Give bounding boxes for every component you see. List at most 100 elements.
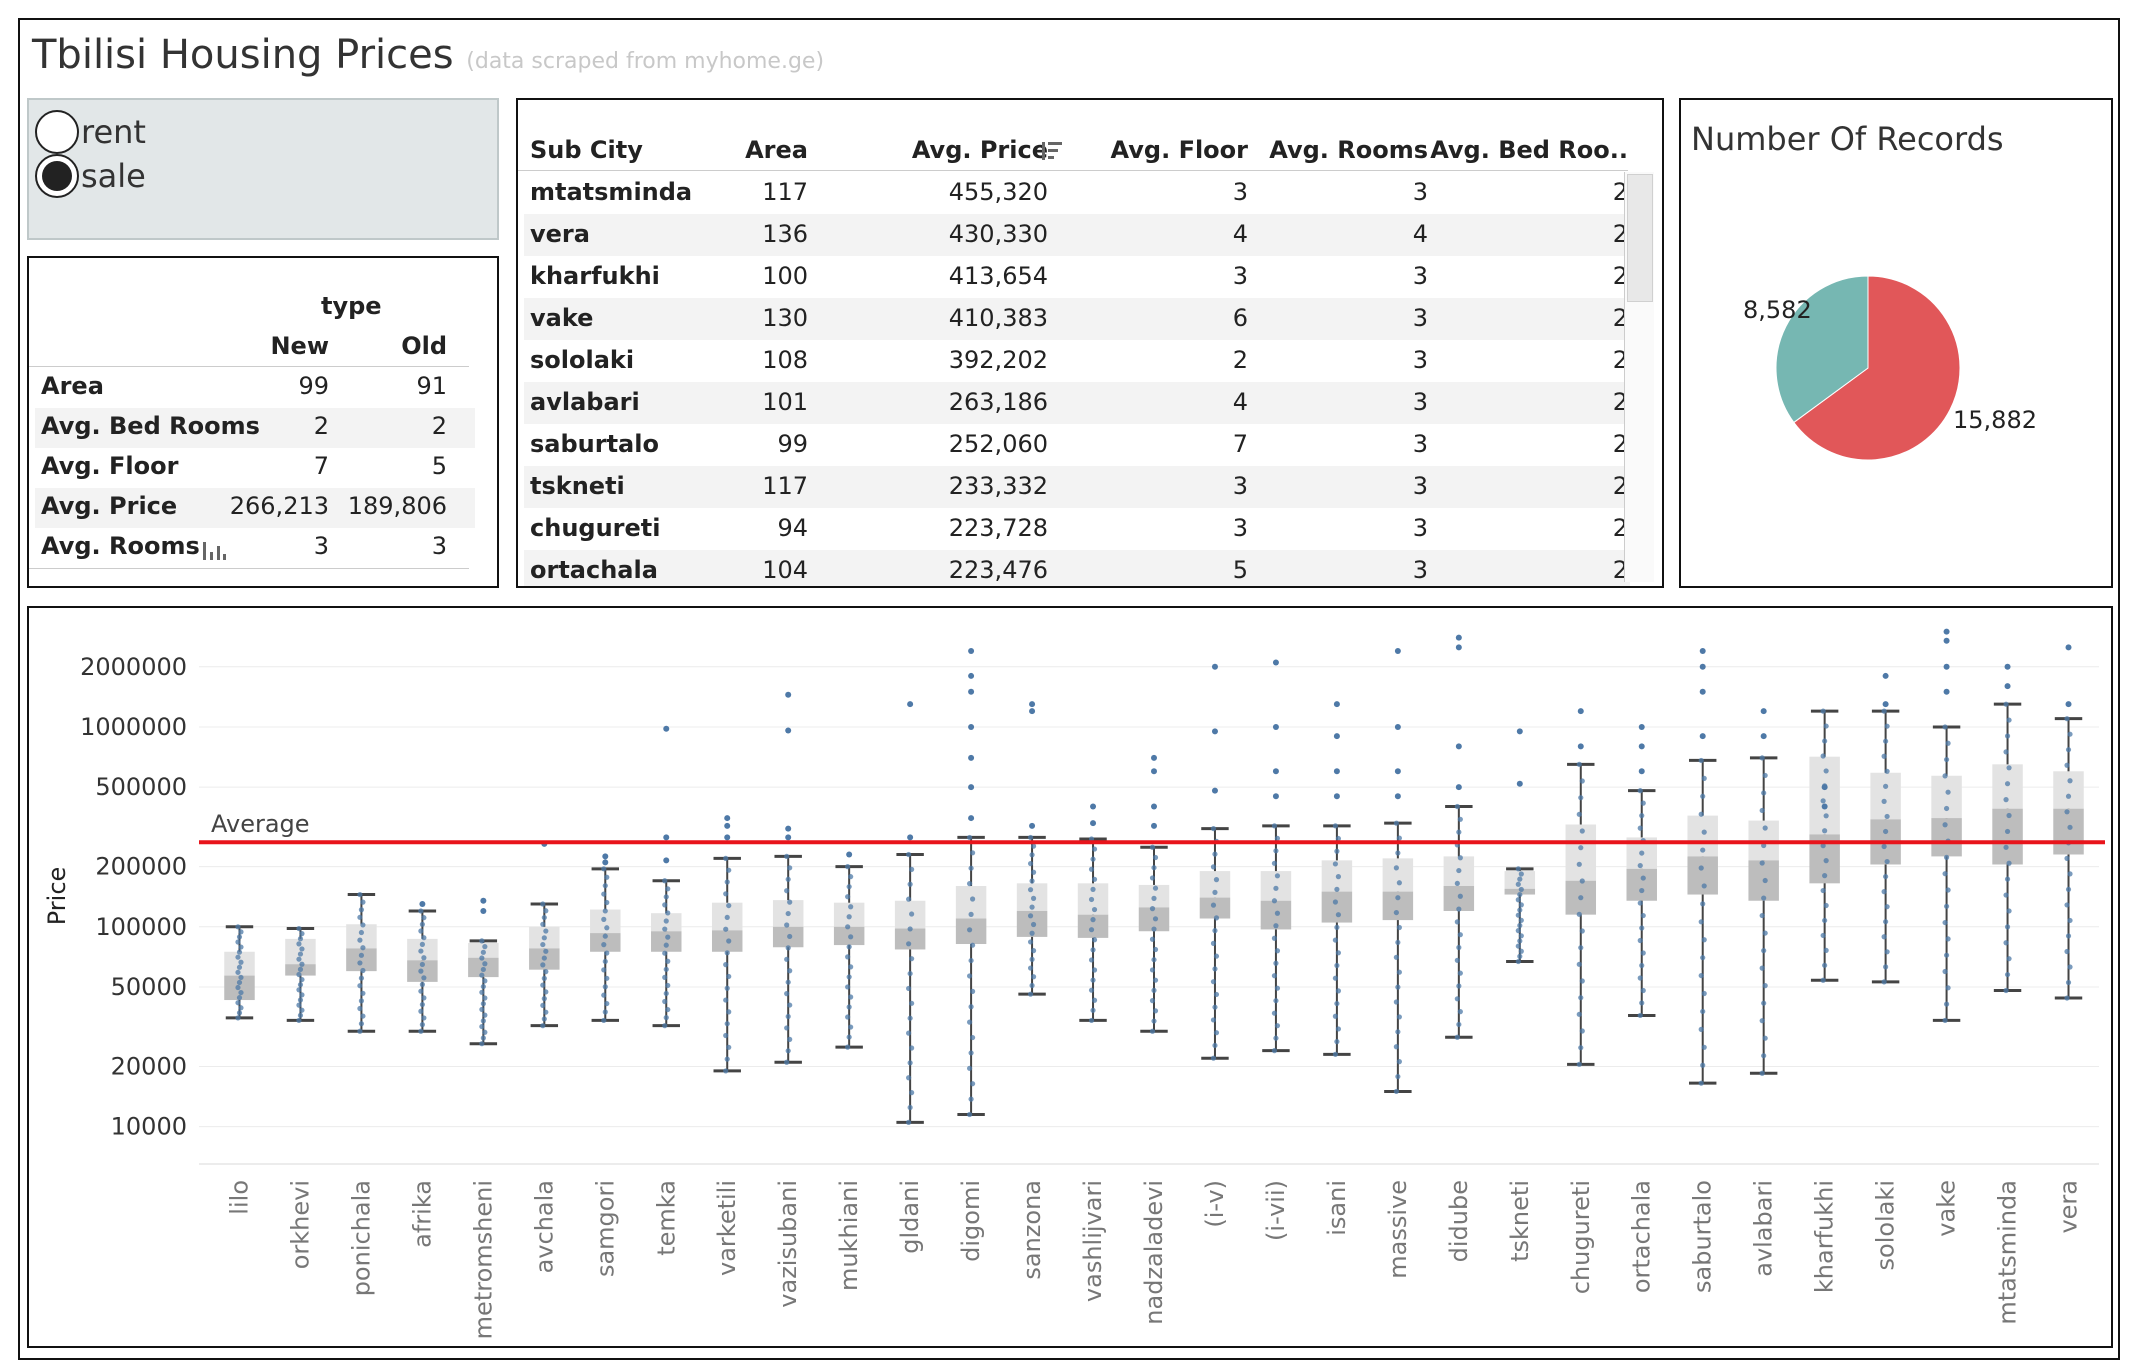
data-point[interactable]: [907, 1015, 913, 1021]
data-point[interactable]: [1701, 937, 1707, 943]
data-point[interactable]: [1881, 934, 1887, 940]
data-point[interactable]: [602, 984, 608, 990]
outlier-point[interactable]: [1699, 688, 1706, 695]
data-point[interactable]: [906, 941, 912, 947]
data-point[interactable]: [419, 961, 425, 968]
outlier-point[interactable]: [968, 815, 975, 822]
data-point[interactable]: [296, 925, 302, 932]
data-point[interactable]: [1578, 945, 1584, 951]
data-point[interactable]: [662, 974, 668, 980]
data-point[interactable]: [601, 866, 607, 872]
box-lower[interactable]: [1992, 808, 2023, 865]
data-point[interactable]: [2064, 855, 2070, 861]
outlier-point[interactable]: [1760, 708, 1767, 715]
box-upper[interactable]: [1382, 858, 1414, 892]
data-point[interactable]: [662, 902, 668, 908]
data-point[interactable]: [2006, 956, 2012, 962]
data-point[interactable]: [1822, 738, 1828, 744]
data-point[interactable]: [1761, 895, 1767, 901]
data-point[interactable]: [845, 1044, 851, 1050]
data-point[interactable]: [1637, 937, 1643, 944]
data-point[interactable]: [1820, 977, 1826, 983]
outlier-point[interactable]: [1516, 728, 1523, 735]
data-point[interactable]: [662, 878, 668, 884]
data-point[interactable]: [662, 998, 668, 1005]
data-point[interactable]: [1457, 816, 1463, 822]
data-point[interactable]: [2003, 701, 2009, 707]
data-point[interactable]: [1273, 960, 1279, 966]
data-point[interactable]: [296, 956, 302, 962]
outlier-point[interactable]: [1577, 708, 1584, 715]
data-point[interactable]: [1088, 987, 1095, 993]
data-point[interactable]: [966, 1111, 973, 1118]
data-point[interactable]: [1822, 917, 1828, 924]
data-point[interactable]: [1213, 877, 1220, 883]
data-point[interactable]: [724, 1021, 730, 1027]
outlier-point[interactable]: [968, 754, 975, 761]
data-point[interactable]: [1701, 1044, 1707, 1050]
data-point[interactable]: [482, 944, 488, 950]
data-point[interactable]: [1271, 1048, 1278, 1054]
outlier-point[interactable]: [968, 688, 975, 695]
data-point[interactable]: [1273, 923, 1279, 929]
data-point[interactable]: [543, 948, 549, 954]
data-point[interactable]: [1759, 807, 1765, 814]
outlier-point[interactable]: [907, 834, 914, 841]
data-point[interactable]: [1518, 902, 1524, 908]
data-point[interactable]: [665, 886, 671, 892]
data-point[interactable]: [1149, 967, 1156, 973]
data-point[interactable]: [540, 1002, 546, 1009]
data-point[interactable]: [421, 935, 427, 941]
outlier-point[interactable]: [1211, 787, 1218, 794]
data-point[interactable]: [1274, 1023, 1281, 1029]
data-point[interactable]: [1698, 1026, 1704, 1032]
data-point[interactable]: [1273, 848, 1279, 854]
data-point[interactable]: [723, 962, 729, 968]
data-point[interactable]: [1639, 850, 1645, 856]
data-point[interactable]: [2004, 971, 2011, 978]
data-point[interactable]: [969, 850, 976, 856]
data-point[interactable]: [726, 973, 732, 980]
data-point[interactable]: [480, 1035, 486, 1041]
data-point[interactable]: [1213, 991, 1220, 998]
data-point[interactable]: [540, 1023, 546, 1029]
data-point[interactable]: [602, 883, 608, 889]
data-point[interactable]: [418, 928, 424, 934]
data-point[interactable]: [1639, 813, 1645, 819]
data-point[interactable]: [1881, 889, 1887, 895]
data-point[interactable]: [1149, 844, 1156, 850]
outlier-point[interactable]: [1394, 647, 1401, 654]
data-point[interactable]: [236, 979, 243, 986]
box-lower[interactable]: [651, 931, 682, 952]
data-point[interactable]: [785, 910, 791, 917]
outlier-point[interactable]: [1029, 822, 1036, 829]
data-point[interactable]: [1884, 904, 1890, 910]
data-point[interactable]: [541, 975, 547, 981]
data-point[interactable]: [1945, 936, 1951, 942]
data-point[interactable]: [1700, 847, 1706, 853]
outlier-point[interactable]: [1821, 803, 1828, 810]
data-point[interactable]: [1762, 825, 1768, 831]
data-point[interactable]: [1396, 835, 1402, 841]
box-lower[interactable]: [2053, 808, 2084, 855]
data-point[interactable]: [1335, 835, 1342, 842]
data-point[interactable]: [1027, 887, 1034, 893]
data-point[interactable]: [482, 978, 488, 984]
data-point[interactable]: [787, 1036, 793, 1042]
data-point[interactable]: [1396, 969, 1402, 975]
data-point[interactable]: [1820, 887, 1826, 894]
data-point[interactable]: [845, 864, 851, 870]
data-point[interactable]: [238, 989, 244, 996]
data-point[interactable]: [1700, 955, 1706, 961]
data-point[interactable]: [297, 936, 304, 942]
data-point[interactable]: [1637, 862, 1643, 869]
data-point[interactable]: [235, 1000, 241, 1006]
data-point[interactable]: [1579, 878, 1585, 884]
data-point[interactable]: [1761, 948, 1767, 954]
data-point[interactable]: [1030, 921, 1037, 928]
table-scrollbar[interactable]: [1624, 172, 1654, 582]
data-point[interactable]: [966, 1065, 973, 1071]
outlier-point[interactable]: [480, 907, 487, 914]
data-point[interactable]: [1576, 1011, 1582, 1017]
data-point[interactable]: [482, 995, 488, 1001]
